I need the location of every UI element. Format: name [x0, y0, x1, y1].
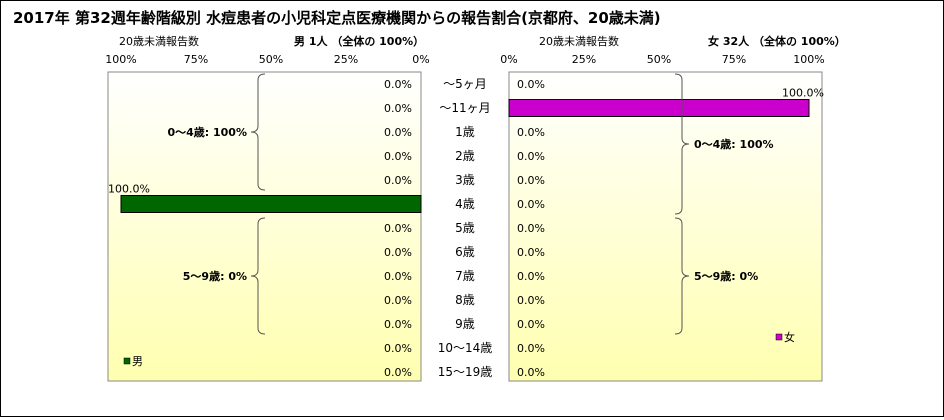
left-header: 男 1人 （全体の 100%） [294, 34, 424, 48]
right-x-tick-label: 25% [572, 53, 596, 66]
category-label: ～5ヶ月 [443, 77, 487, 91]
left-bar [120, 195, 422, 213]
right-brace [674, 73, 690, 215]
category-label: 9歳 [455, 317, 475, 331]
right-header: 女 32人 （全体の 100%） [708, 34, 846, 48]
left-data-label: 0.0% [384, 366, 412, 379]
left-sublabel: 20歳未満報告数 [119, 35, 199, 48]
right-x-tick-label: 0% [500, 53, 517, 66]
category-label: 3歳 [455, 173, 475, 187]
category-label: 7歳 [455, 269, 475, 283]
right-sublabel: 20歳未満報告数 [539, 35, 619, 48]
right-data-label: 0.0% [517, 174, 545, 187]
left-annotation-label: 5～9歳: 0% [183, 269, 247, 283]
right-data-label: 0.0% [517, 126, 545, 139]
left-data-label: 0.0% [384, 78, 412, 91]
right-data-label: 0.0% [517, 294, 545, 307]
right-data-label: 0.0% [517, 78, 545, 91]
right-data-label: 0.0% [517, 342, 545, 355]
left-x-tick-label: 75% [184, 53, 208, 66]
category-label: 6歳 [455, 245, 475, 259]
left-x-tick-label: 25% [334, 53, 358, 66]
left-data-label: 0.0% [384, 174, 412, 187]
left-data-label: 0.0% [384, 150, 412, 163]
left-annotation-label: 0～4歳: 100% [167, 125, 247, 139]
right-data-label: 0.0% [517, 150, 545, 163]
category-label: 10～14歳 [438, 341, 493, 355]
right-x-tick-label: 75% [722, 53, 746, 66]
category-label: 8歳 [455, 293, 475, 307]
right-annotation-label: 0～4歳: 100% [694, 137, 774, 151]
right-plot-area [508, 71, 823, 382]
left-x-tick-label: 100% [105, 53, 136, 66]
chart-title: 2017年 第32週年齢階級別 水痘患者の小児科定点医療機関からの報告割合(京都… [13, 9, 661, 27]
right-x-tick-label: 100% [793, 53, 824, 66]
left-data-label: 0.0% [384, 102, 412, 115]
left-data-label: 0.0% [384, 318, 412, 331]
right-data-label: 0.0% [517, 222, 545, 235]
left-data-label: 0.0% [384, 126, 412, 139]
left-data-label: 100.0% [108, 183, 150, 196]
category-label: 4歳 [455, 197, 475, 211]
right-data-label: 0.0% [517, 318, 545, 331]
right-data-label: 0.0% [517, 366, 545, 379]
left-brace [250, 217, 266, 335]
left-brace [250, 73, 266, 191]
right-x-tick-label: 50% [647, 53, 671, 66]
category-label: ～11ヶ月 [439, 101, 490, 115]
right-data-label: 100.0% [782, 87, 824, 100]
legend-label-male: 男 [132, 355, 143, 368]
left-data-label: 0.0% [384, 246, 412, 259]
legend-swatch-male [123, 357, 131, 365]
left-data-label: 0.0% [384, 342, 412, 355]
legend-label-female: 女 [784, 330, 795, 344]
left-plot-area [107, 71, 422, 382]
right-data-label: 0.0% [517, 198, 545, 211]
left-x-tick-label: 0% [412, 53, 429, 66]
category-label: 2歳 [455, 149, 475, 163]
left-data-label: 0.0% [384, 294, 412, 307]
left-data-label: 0.0% [384, 222, 412, 235]
category-label: 15～19歳 [438, 365, 493, 379]
right-data-label: 0.0% [517, 246, 545, 259]
right-data-label: 0.0% [517, 270, 545, 283]
legend-swatch-female [775, 333, 783, 341]
left-x-tick-label: 50% [259, 53, 283, 66]
category-label: 5歳 [455, 221, 475, 235]
right-annotation-label: 5～9歳: 0% [694, 269, 758, 283]
right-brace [674, 217, 690, 335]
right-bar [508, 99, 810, 117]
category-label: 1歳 [455, 125, 475, 139]
left-data-label: 0.0% [384, 270, 412, 283]
